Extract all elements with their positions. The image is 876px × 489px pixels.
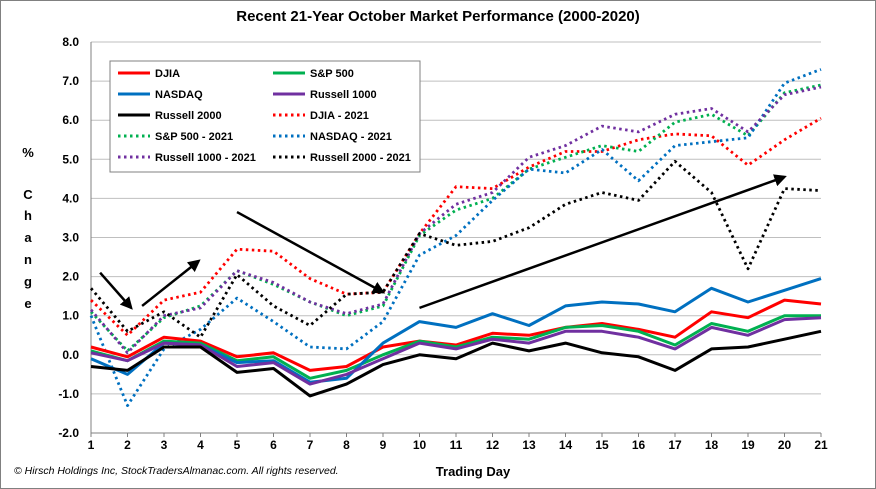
x-tick-label: 3 [161, 438, 168, 452]
chart-title: Recent 21-Year October Market Performanc… [236, 8, 640, 25]
x-tick-label: 21 [814, 438, 828, 452]
x-tick-label: 17 [668, 438, 682, 452]
y-tick-label: -2.0 [58, 426, 79, 440]
series-line-russell-2000 [90, 329, 822, 398]
x-tick-label: 9 [380, 438, 387, 452]
x-tick-label: 4 [197, 438, 204, 452]
x-tick-label: 8 [343, 438, 350, 452]
legend-label-russell-2000-2021: Russell 2000 - 2021 [310, 152, 411, 164]
legend-label-nasdaq: NASDAQ [155, 89, 203, 101]
series-lines [89, 68, 822, 408]
y-tick-labels: -2.0 -1.0 0.0 1.0 2.0 3.0 4.0 5.0 6.0 7.0 8.0 [58, 35, 79, 440]
legend-label-russell-1000-2021: Russell 1000 - 2021 [155, 152, 256, 164]
y-tick-label: 8.0 [62, 35, 79, 49]
x-tick-label: 18 [705, 438, 719, 452]
trend-arrow [236, 210, 386, 294]
x-tick-label: 6 [270, 438, 277, 452]
legend-box [109, 60, 421, 173]
y-axis-label-letter: C [23, 187, 33, 202]
legend-label-sandp-500: S&P 500 [310, 68, 354, 80]
x-tick-label: 10 [413, 438, 427, 452]
trend-arrow [141, 259, 201, 307]
legend-label-sandp-500-2021: S&P 500 - 2021 [155, 131, 233, 143]
x-tick-label: 16 [632, 438, 646, 452]
series-line-russell-2000-2021 [89, 159, 822, 339]
x-axis-label: Trading Day [436, 464, 511, 479]
x-tick-label: 7 [307, 438, 314, 452]
copyright-text: © Hirsch Holdings Inc, StockTradersAlman… [14, 465, 339, 477]
series-line-russell-1000-2021 [89, 85, 822, 355]
y-axis-label-letter: g [24, 274, 32, 289]
x-tick-label: 20 [778, 438, 792, 452]
trend-arrows [99, 174, 787, 310]
series-line-nasdaq-2021 [89, 68, 822, 408]
x-tick-label: 5 [234, 438, 241, 452]
y-tick-label: 3.0 [62, 231, 79, 245]
legend: DJIA S&P 500 NASDAQ Russell 1000 Russell 200… [109, 60, 421, 173]
x-tick-label: 11 [450, 438, 463, 452]
series-line-sandp-500 [90, 314, 821, 380]
trend-arrow [419, 174, 787, 310]
y-tick-label: 1.0 [62, 309, 79, 323]
x-tick-label: 2 [124, 438, 131, 452]
legend-label-russell-2000: Russell 2000 [155, 110, 222, 122]
x-tick-label: 19 [741, 438, 755, 452]
series-line-djia-2021 [90, 116, 822, 337]
legend-label-russell-1000: Russell 1000 [310, 89, 377, 101]
y-axis-label-letter: h [24, 208, 32, 223]
legend-label-nasdaq-2021: NASDAQ - 2021 [310, 131, 392, 143]
series-line-russell-1000 [90, 316, 822, 386]
y-axis-label-letter: e [24, 296, 31, 311]
x-tick-label: 15 [595, 438, 609, 452]
x-tick-labels: 1 2 3 4 5 6 7 8 9 10 11 12 13 14 15 16 17 18 19 20 21 [88, 438, 828, 452]
y-axis-label-letter: a [24, 230, 32, 245]
trend-arrow [99, 271, 133, 310]
x-tick-label: 12 [486, 438, 500, 452]
y-tick-label: 6.0 [62, 113, 79, 127]
x-tick-label: 1 [88, 438, 95, 452]
legend-label-djia: DJIA [155, 68, 180, 80]
x-tick-label: 13 [522, 438, 536, 452]
y-tick-label: -1.0 [58, 387, 79, 401]
y-tick-label: 0.0 [62, 348, 79, 362]
y-axis-label-letter: n [24, 252, 32, 267]
y-tick-label: 7.0 [62, 74, 79, 88]
y-tick-label: 4.0 [62, 191, 79, 205]
y-axis-label-letter: % [22, 145, 34, 160]
x-tick-label: 14 [559, 438, 573, 452]
y-tick-label: 5.0 [62, 152, 79, 166]
y-tick-label: 2.0 [62, 270, 79, 284]
series-line-djia [90, 298, 822, 372]
legend-label-djia-2021: DJIA - 2021 [310, 110, 369, 122]
